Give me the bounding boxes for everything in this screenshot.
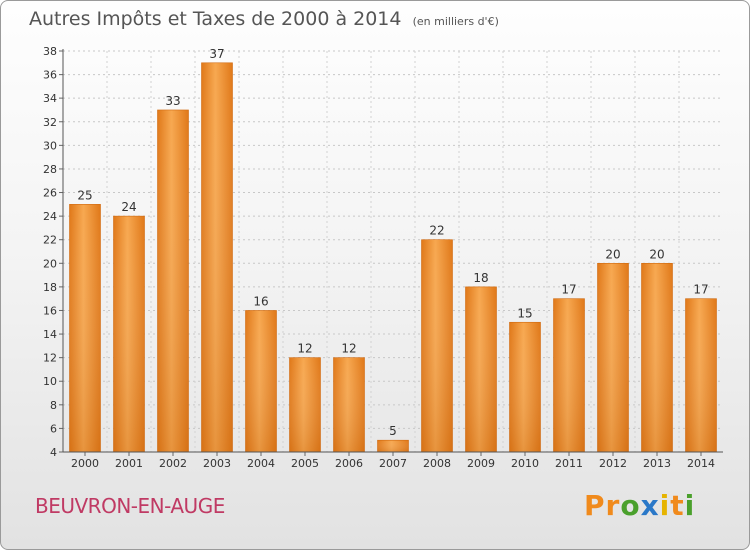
y-tick-label: 20: [43, 257, 57, 270]
bar-shade: [685, 298, 717, 452]
bar-value-label: 33: [165, 94, 180, 108]
logo-letter: o: [620, 489, 641, 522]
x-tick-label: 2001: [115, 457, 143, 470]
chart-title: Autres Impôts et Taxes de 2000 à 2014: [29, 8, 402, 30]
y-tick-label: 16: [43, 304, 57, 317]
x-tick-label: 2002: [159, 457, 187, 470]
y-tick-label: 18: [43, 281, 57, 294]
bar-shade: [289, 357, 321, 452]
x-tick-label: 2011: [555, 457, 583, 470]
y-tick-label: 28: [43, 163, 57, 176]
y-tick-label: 26: [43, 187, 57, 200]
bar-shade: [201, 62, 233, 452]
bar-shade: [509, 322, 541, 452]
chart-title-row: Autres Impôts et Taxes de 2000 à 2014 (e…: [29, 8, 499, 30]
bar-shade: [157, 109, 189, 453]
x-tick-label: 2006: [335, 457, 363, 470]
bar-value-label: 17: [693, 283, 708, 297]
x-tick-label: 2003: [203, 457, 231, 470]
logo-letter: i: [659, 489, 671, 522]
x-tick-label: 2014: [687, 457, 715, 470]
x-tick-label: 2005: [291, 457, 319, 470]
bar-value-label: 20: [649, 247, 664, 261]
bar-shade: [377, 440, 409, 452]
bar-value-label: 22: [429, 224, 444, 238]
y-tick-label: 32: [43, 116, 57, 129]
bar-value-label: 37: [209, 47, 224, 61]
logo-letter: r: [605, 489, 621, 522]
bar-value-label: 18: [473, 271, 488, 285]
y-tick-label: 22: [43, 234, 57, 247]
bar-value-label: 15: [517, 306, 532, 320]
y-tick-label: 10: [43, 375, 57, 388]
bar-shade: [245, 310, 277, 452]
bar-shade: [333, 357, 365, 452]
y-tick-label: 8: [50, 399, 57, 412]
x-tick-label: 2008: [423, 457, 451, 470]
bar-value-label: 17: [561, 283, 576, 297]
proxiti-logo: Proxiti: [584, 489, 695, 522]
x-tick-label: 2012: [599, 457, 627, 470]
bar-shade: [597, 263, 629, 452]
commune-name: BEUVRON-EN-AUGE: [35, 494, 225, 518]
logo-letter: t: [670, 489, 685, 522]
y-tick-label: 14: [43, 328, 57, 341]
bar-shade: [113, 216, 145, 452]
x-tick-label: 2000: [71, 457, 99, 470]
y-tick-label: 38: [43, 45, 57, 58]
y-tick-label: 34: [43, 92, 57, 105]
bar-shade: [641, 263, 673, 452]
logo-letter: i: [684, 489, 696, 522]
x-tick-label: 2009: [467, 457, 495, 470]
bar-value-label: 24: [121, 200, 136, 214]
bar-shade: [465, 286, 497, 452]
y-tick-label: 30: [43, 139, 57, 152]
logo-letter: P: [584, 489, 606, 522]
y-tick-label: 36: [43, 69, 57, 82]
logo-letter: x: [640, 489, 660, 522]
chart-unit-note: (en milliers d'€): [412, 15, 499, 28]
y-tick-label: 4: [50, 446, 57, 459]
y-tick-label: 12: [43, 352, 57, 365]
bar-value-label: 25: [77, 188, 92, 202]
x-tick-label: 2004: [247, 457, 275, 470]
bar-shade: [553, 298, 585, 452]
bar-shade: [69, 204, 101, 452]
bar-value-label: 20: [605, 247, 620, 261]
bar-value-label: 12: [341, 342, 356, 356]
y-tick-label: 24: [43, 210, 57, 223]
bar-value-label: 12: [297, 342, 312, 356]
x-tick-label: 2007: [379, 457, 407, 470]
y-tick-label: 6: [50, 422, 57, 435]
bar-shade: [421, 239, 453, 452]
x-tick-label: 2013: [643, 457, 671, 470]
bar-value-label: 16: [253, 294, 268, 308]
x-tick-label: 2010: [511, 457, 539, 470]
bar-value-label: 5: [389, 424, 397, 438]
